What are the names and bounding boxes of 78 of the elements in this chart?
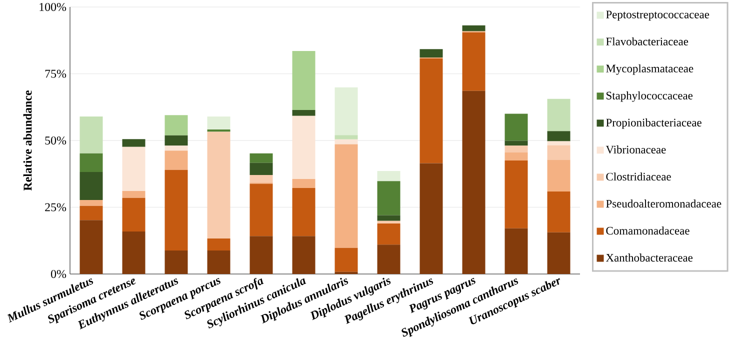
bar — [80, 116, 103, 154]
bar — [334, 144, 358, 248]
bar — [547, 141, 570, 146]
bar — [122, 139, 146, 147]
bar — [164, 150, 188, 170]
bar — [122, 232, 146, 274]
bar — [547, 98, 570, 132]
bar — [80, 153, 103, 172]
bar — [504, 146, 528, 153]
bar — [292, 188, 316, 236]
bar — [164, 135, 188, 146]
legend-label: Propionibacteriaceae — [606, 118, 702, 129]
bar — [250, 184, 273, 236]
bar — [504, 160, 528, 228]
bar — [420, 163, 443, 274]
bar — [334, 248, 358, 272]
bar — [80, 200, 103, 206]
bar — [547, 191, 570, 232]
bar — [250, 153, 273, 163]
y-tick-label: 25% — [45, 203, 66, 212]
legend-label: Pseudoalteromonadaceae — [606, 199, 722, 208]
bar — [420, 49, 443, 58]
bar — [462, 25, 486, 32]
bar — [377, 170, 400, 182]
bar — [250, 174, 273, 183]
bar — [377, 244, 400, 274]
bar — [164, 115, 188, 136]
bar — [80, 172, 103, 200]
legend-label: Flavobacteriaceae — [606, 37, 688, 46]
bar — [207, 238, 230, 251]
legend-label: Vibrionaceae — [606, 145, 666, 154]
bar — [334, 87, 358, 136]
y-tick-label: 0% — [51, 270, 66, 278]
legend-label: Clostridiaceae — [606, 172, 671, 181]
bar — [547, 131, 570, 142]
bar — [164, 146, 188, 151]
bar — [122, 146, 146, 191]
bar — [122, 190, 146, 198]
y-axis-title: Relative abundance — [23, 90, 32, 191]
bar — [420, 58, 443, 164]
y-tick-label: 50% — [45, 136, 66, 145]
bar — [164, 170, 188, 251]
y-tick-label: 100% — [40, 2, 66, 12]
bar — [377, 181, 400, 216]
legend-label: Xanthobacteraceae — [606, 254, 693, 262]
bar — [292, 110, 316, 116]
bar — [377, 224, 400, 245]
bar — [80, 206, 103, 220]
bar — [462, 90, 486, 274]
bar — [164, 250, 188, 274]
bar — [547, 232, 570, 274]
bar — [250, 236, 273, 274]
bar — [292, 116, 316, 179]
bar — [250, 162, 273, 175]
bar — [504, 152, 528, 161]
bar — [462, 32, 486, 91]
bar — [334, 139, 358, 144]
bar — [504, 114, 528, 141]
bar — [504, 228, 528, 274]
legend-label: Staphylococcaceae — [606, 91, 693, 102]
legend-label: Comamonadaceae — [606, 226, 690, 235]
bar — [207, 116, 230, 130]
bar — [292, 178, 316, 188]
bar — [377, 215, 400, 221]
bar — [80, 220, 103, 274]
bar — [292, 51, 316, 110]
bar — [504, 140, 528, 146]
bar — [547, 145, 570, 160]
bar — [292, 236, 316, 274]
legend-label: Mycoplasmataceae — [606, 64, 694, 75]
y-tick-label: 75% — [45, 70, 66, 78]
bar — [207, 132, 230, 238]
bar — [377, 220, 400, 224]
bar — [547, 160, 570, 192]
legend-label: Peptostreptococcaceae — [606, 10, 710, 21]
bar — [207, 250, 230, 274]
bar — [122, 198, 146, 232]
bar — [334, 135, 358, 140]
